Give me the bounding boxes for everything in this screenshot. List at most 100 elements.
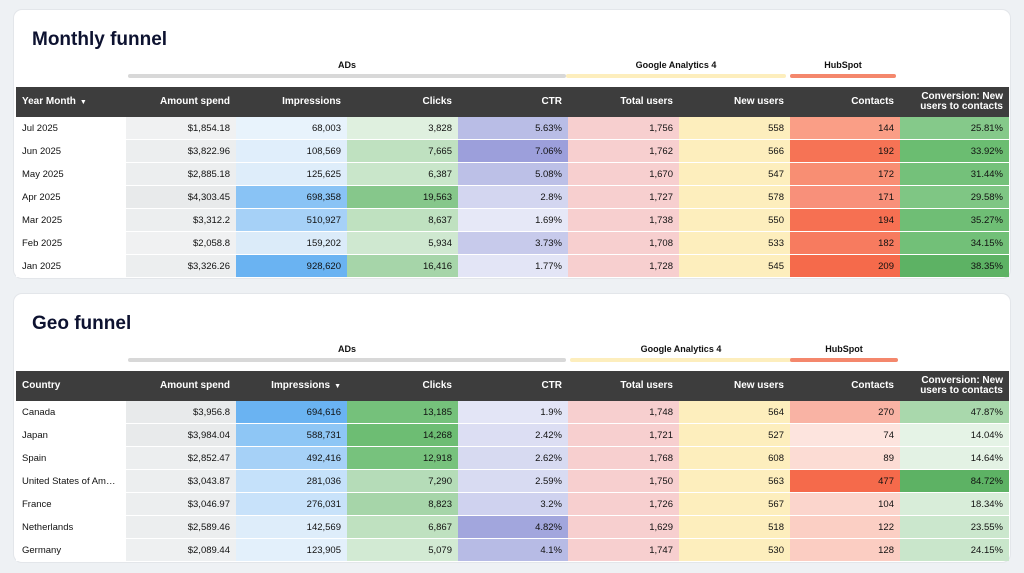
- col-header-ctr[interactable]: CTR: [458, 371, 568, 401]
- cell-new-users: 566: [679, 139, 790, 163]
- col-header-country[interactable]: Country: [16, 371, 126, 401]
- cell-amount-spend: $2,589.46: [126, 515, 236, 539]
- cell-amount-spend: $3,312.2: [126, 208, 236, 232]
- row-label: Japan: [16, 423, 126, 447]
- sort-desc-icon[interactable]: ▼: [79, 98, 87, 106]
- cell-impressions: 281,036: [236, 469, 347, 493]
- table-row[interactable]: May 2025 $2,885.18 125,625 6,387 5.08% 1,670 5…: [16, 162, 1009, 186]
- cell-total-users: 1,629: [568, 515, 679, 539]
- cell-contacts: 122: [790, 515, 900, 539]
- col-header-clicks[interactable]: Clicks: [347, 87, 458, 117]
- cell-conversion: 25.81%: [900, 117, 1009, 140]
- cell-total-users: 1,756: [568, 117, 679, 140]
- cell-ctr: 1.77%: [458, 254, 568, 277]
- row-label: Apr 2025: [16, 185, 126, 209]
- table-row[interactable]: Jul 2025 $1,854.18 68,003 3,828 5.63% 1,756 55…: [16, 117, 1009, 140]
- cell-amount-spend: $2,885.18: [126, 162, 236, 186]
- table-row[interactable]: Spain $2,852.47 492,416 12,918 2.62% 1,768 608…: [16, 446, 1009, 470]
- col-header-impressions[interactable]: Impressions: [236, 87, 347, 117]
- col-header-clicks[interactable]: Clicks: [347, 371, 458, 401]
- cell-amount-spend: $3,956.8: [126, 401, 236, 424]
- monthly-funnel-card: Monthly funnel ADs Google Analytics 4 Hu…: [14, 10, 1010, 278]
- col-header-ctr[interactable]: CTR: [458, 87, 568, 117]
- table-row[interactable]: Netherlands $2,589.46 142,569 6,867 4.82% 1,6…: [16, 515, 1009, 539]
- table-row[interactable]: Germany $2,089.44 123,905 5,079 4.1% 1,747 530…: [16, 538, 1009, 561]
- cell-ctr: 4.82%: [458, 515, 568, 539]
- sort-desc-icon[interactable]: ▼: [334, 382, 341, 390]
- cell-ctr: 7.06%: [458, 139, 568, 163]
- table-row[interactable]: Jan 2025 $3,326.26 928,620 16,416 1.77% 1,728…: [16, 254, 1009, 277]
- group-label-ga4: Google Analytics 4: [640, 344, 722, 354]
- table-row[interactable]: Canada $3,956.8 694,616 13,185 1.9% 1,748 564 2…: [16, 401, 1009, 424]
- cell-contacts: 74: [790, 423, 900, 447]
- cell-conversion: 29.58%: [900, 185, 1009, 209]
- col-header-conversion[interactable]: Conversion: New users to contacts: [900, 87, 1009, 117]
- col-header-new-users[interactable]: New users: [679, 371, 790, 401]
- col-header-impressions[interactable]: Impressions ▼: [236, 371, 347, 401]
- cell-impressions: 123,905: [236, 538, 347, 561]
- cell-conversion: 84.72%: [900, 469, 1009, 493]
- cell-new-users: 550: [679, 208, 790, 232]
- cell-conversion: 14.64%: [900, 446, 1009, 470]
- col-header-amount-spend[interactable]: Amount spend: [126, 87, 236, 117]
- col-header-amount-spend[interactable]: Amount spend: [126, 371, 236, 401]
- row-label: United States of America: [16, 469, 126, 493]
- col-header-conversion[interactable]: Conversion: New users to contacts: [900, 371, 1009, 401]
- cell-total-users: 1,762: [568, 139, 679, 163]
- cell-total-users: 1,768: [568, 446, 679, 470]
- cell-clicks: 8,823: [347, 492, 458, 516]
- cell-clicks: 5,934: [347, 231, 458, 255]
- table-row[interactable]: Jun 2025 $3,822.96 108,569 7,665 7.06% 1,762 5…: [16, 139, 1009, 163]
- col-header-contacts[interactable]: Contacts: [790, 87, 900, 117]
- monthly-funnel-table: Year Month ▼ Amount spend Impressions Cli…: [16, 87, 1009, 277]
- cell-new-users: 545: [679, 254, 790, 277]
- col-header-contacts[interactable]: Contacts: [790, 371, 900, 401]
- row-label: Mar 2025: [16, 208, 126, 232]
- cell-amount-spend: $2,089.44: [126, 538, 236, 561]
- cell-new-users: 533: [679, 231, 790, 255]
- cell-new-users: 530: [679, 538, 790, 561]
- row-label: Jun 2025: [16, 139, 126, 163]
- cell-impressions: 142,569: [236, 515, 347, 539]
- table-row[interactable]: Japan $3,984.04 588,731 14,268 2.42% 1,721 527…: [16, 423, 1009, 447]
- col-header-total-users[interactable]: Total users: [568, 371, 679, 401]
- cell-new-users: 558: [679, 117, 790, 140]
- cell-ctr: 3.2%: [458, 492, 568, 516]
- cell-conversion: 14.04%: [900, 423, 1009, 447]
- cell-conversion: 33.92%: [900, 139, 1009, 163]
- table-row[interactable]: Feb 2025 $2,058.8 159,202 5,934 3.73% 1,708 53…: [16, 231, 1009, 255]
- cell-ctr: 2.8%: [458, 185, 568, 209]
- table-row[interactable]: France $3,046.97 276,031 8,823 3.2% 1,726 567 1…: [16, 492, 1009, 516]
- table-row[interactable]: Apr 2025 $4,303.45 698,358 19,563 2.8% 1,727 5…: [16, 185, 1009, 209]
- col-header-year-month[interactable]: Year Month ▼: [16, 87, 126, 117]
- cell-total-users: 1,708: [568, 231, 679, 255]
- cell-clicks: 12,918: [347, 446, 458, 470]
- cell-amount-spend: $2,852.47: [126, 446, 236, 470]
- cell-impressions: 125,625: [236, 162, 347, 186]
- cell-conversion: 24.15%: [900, 538, 1009, 561]
- cell-new-users: 547: [679, 162, 790, 186]
- cell-conversion: 38.35%: [900, 254, 1009, 277]
- cell-impressions: 698,358: [236, 185, 347, 209]
- cell-contacts: 104: [790, 492, 900, 516]
- cell-contacts: 477: [790, 469, 900, 493]
- table-row[interactable]: Mar 2025 $3,312.2 510,927 8,637 1.69% 1,738 55…: [16, 208, 1009, 232]
- row-label: Netherlands: [16, 515, 126, 539]
- row-label: Jan 2025: [16, 254, 126, 277]
- group-label-hubspot: HubSpot: [824, 60, 862, 70]
- col-header-new-users[interactable]: New users: [679, 87, 790, 117]
- cell-conversion: 47.87%: [900, 401, 1009, 424]
- group-bar-ads: [128, 74, 566, 78]
- cell-amount-spend: $3,984.04: [126, 423, 236, 447]
- cell-clicks: 14,268: [347, 423, 458, 447]
- cell-impressions: 159,202: [236, 231, 347, 255]
- table-row[interactable]: United States of America $3,043.87 281,036…: [16, 469, 1009, 493]
- cell-conversion: 23.55%: [900, 515, 1009, 539]
- cell-clicks: 13,185: [347, 401, 458, 424]
- card-title: Monthly funnel: [32, 29, 168, 50]
- cell-impressions: 510,927: [236, 208, 347, 232]
- cell-total-users: 1,726: [568, 492, 679, 516]
- col-header-total-users[interactable]: Total users: [568, 87, 679, 117]
- cell-clicks: 7,665: [347, 139, 458, 163]
- cell-amount-spend: $1,854.18: [126, 117, 236, 140]
